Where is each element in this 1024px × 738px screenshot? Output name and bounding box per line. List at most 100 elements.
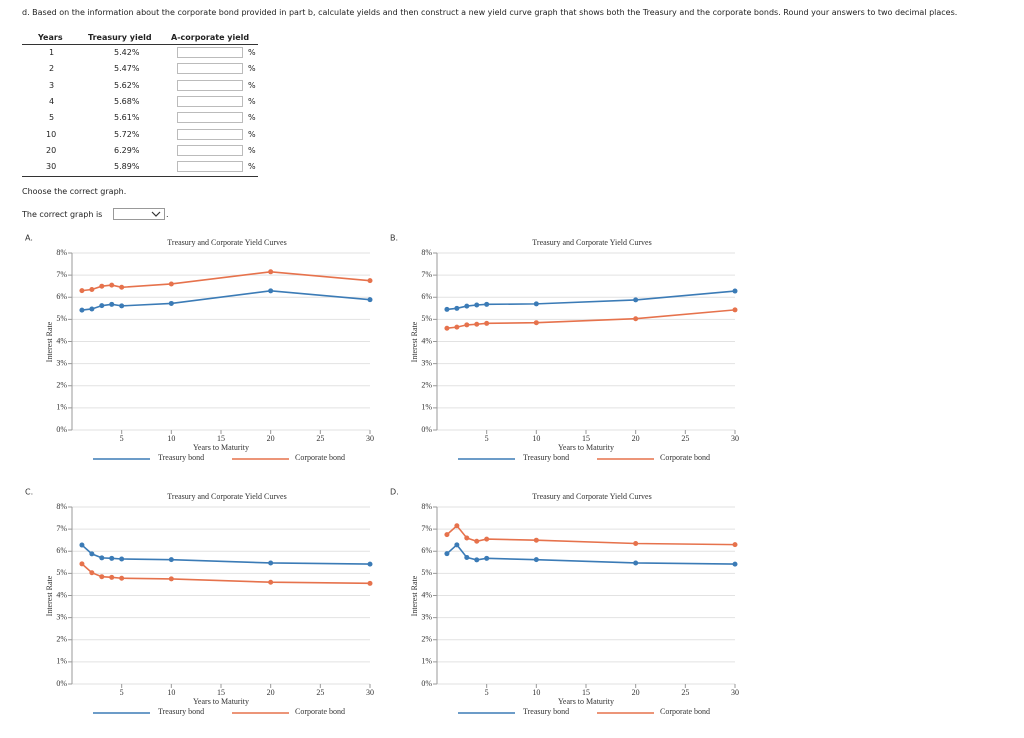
legend-label: Treasury bond [523,707,569,716]
corporate-yield-input[interactable] [177,144,243,156]
corporate-yield-input[interactable] [177,63,243,75]
x-tick-label: 20 [267,434,275,443]
data-point [474,302,480,308]
data-point [168,300,174,306]
y-tick-label: 8% [56,248,67,257]
y-tick-label: 4% [421,336,432,345]
column-header: A-corporate yield [171,33,250,42]
data-point [168,557,174,563]
corporate-yield-input[interactable] [177,47,243,58]
x-tick-label: 10 [532,434,540,443]
data-point [464,535,470,541]
y-tick-label: 5% [56,568,67,577]
x-tick-label: 30 [366,434,374,443]
y-tick-label: 0% [421,425,432,434]
x-tick-label: 20 [267,688,275,697]
y-tick-label: 2% [421,381,432,390]
data-point [533,557,539,563]
rule [22,44,258,45]
data-point [633,297,639,303]
y-tick-label: 7% [421,524,432,533]
y-tick-label: 7% [56,524,67,533]
x-tick-label: 5 [120,688,124,697]
unit-label: % [248,145,256,155]
y-tick-label: 2% [56,381,67,390]
legend-label: Corporate bond [660,453,710,462]
data-point [268,560,274,566]
data-point [109,301,115,307]
unit-label: % [248,162,256,172]
data-point [89,570,95,576]
option-label: C. [25,488,33,497]
data-point [444,551,450,557]
chart-title: Treasury and Corporate Yield Curves [532,238,651,247]
unit-label: % [248,129,256,139]
graph-dropdown[interactable] [113,208,165,220]
data-point [99,303,105,309]
y-tick-label: 5% [56,314,67,323]
legend-label: Treasury bond [158,453,204,462]
data-point [268,269,274,275]
treasury-yield-cell: 5.62% [114,80,140,90]
question: d. Based on the information about the co… [22,8,958,17]
data-point [464,322,470,328]
data-point [109,574,115,580]
data-point [168,576,174,582]
data-point [367,278,373,284]
data-point [474,557,480,563]
y-tick-label: 6% [56,546,67,555]
corporate-yield-input[interactable] [177,79,243,91]
x-tick-label: 10 [167,434,175,443]
x-tick-label: 5 [485,434,489,443]
data-point [454,542,460,548]
data-point [444,532,450,538]
y-tick-label: 1% [421,403,432,412]
data-point [79,561,85,567]
years-cell: 3 [49,80,55,90]
dropdown-arrow [151,211,161,217]
data-point [119,284,125,290]
data-point [367,297,373,303]
y-tick-label: 5% [421,568,432,577]
data-point [367,580,373,586]
series-line [446,524,736,546]
treasury-yield-cell: 5.42% [114,48,140,57]
series-line [446,290,736,311]
chart: Treasury and Corporate Yield Curves 0% 1% 2… [45,238,374,462]
data-point [99,574,105,580]
data-point [484,320,490,326]
option-label: B. [390,234,398,243]
data-point [89,287,95,293]
answer-end: . [166,210,169,219]
corporate-yield-input[interactable] [177,161,243,173]
x-tick-label: 30 [731,688,739,697]
series-line [81,271,371,292]
corporate-yield-input[interactable] [177,95,243,107]
data-point [633,560,639,566]
corporate-yield-input[interactable] [177,112,243,124]
data-point [99,555,105,561]
years-cell: 4 [49,96,55,106]
data-point [89,306,95,312]
data-point [89,551,95,557]
legend-label: Corporate bond [660,707,710,716]
data-point [109,555,115,561]
y-tick-label: 6% [56,292,67,301]
data-point [454,305,460,311]
x-tick-label: 10 [167,688,175,697]
option-label: D. [390,488,399,497]
instruction: Choose the correct graph. [22,187,127,196]
data-point [168,281,174,287]
x-tick-label: 25 [316,688,324,697]
x-tick-label: 20 [632,688,640,697]
x-tick-label: 10 [532,688,540,697]
corporate-yield-input[interactable] [177,128,243,140]
data-point [633,541,639,547]
chart: Treasury and Corporate Yield Curves 0% 1% 2… [410,492,739,716]
data-point [732,542,738,548]
chart-title: Treasury and Corporate Yield Curves [167,492,286,501]
data-point [268,579,274,585]
x-tick-label: 15 [217,434,225,443]
y-tick-label: 7% [421,270,432,279]
